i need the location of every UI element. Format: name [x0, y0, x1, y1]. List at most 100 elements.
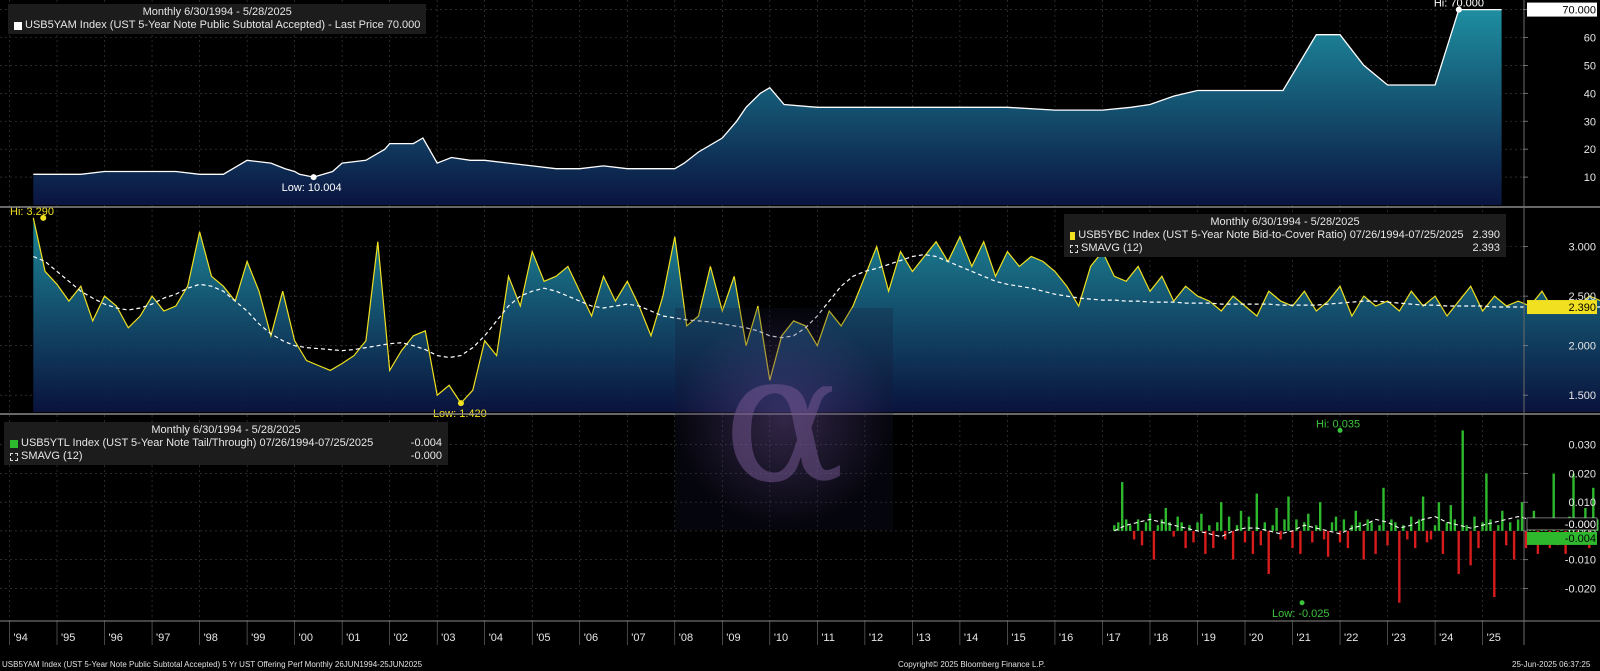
- bar: [1235, 525, 1239, 531]
- bar: [1160, 519, 1163, 531]
- bar: [1366, 519, 1369, 531]
- x-tick-label: '06: [584, 632, 598, 644]
- x-tick-label: '96: [109, 632, 123, 644]
- top-legend-series: USB5YAM Index (UST 5-Year Note Public Su…: [25, 19, 421, 31]
- bar: [1129, 525, 1132, 531]
- bar: [1251, 530, 1255, 554]
- bar: [1239, 510, 1243, 531]
- bar: [1441, 530, 1445, 554]
- bar: [1140, 530, 1144, 546]
- x-tick-label: '16: [1059, 632, 1073, 644]
- bar: [1291, 530, 1294, 549]
- hi-point: [40, 214, 47, 221]
- green-swatch-icon: [10, 439, 18, 448]
- y-tick-label: 30: [1584, 116, 1596, 128]
- bar: [1283, 519, 1286, 531]
- bar: [1358, 522, 1361, 531]
- bar: [1152, 530, 1156, 560]
- middle-legend: Monthly 6/30/1994 - 5/28/2025 USB5YBC In…: [1064, 214, 1506, 257]
- sma-value-tag: [1526, 517, 1598, 531]
- x-tick-label: '17: [1106, 632, 1120, 644]
- bar: [1279, 530, 1282, 540]
- bar: [1267, 530, 1270, 574]
- bottom-legend-header: Monthly 6/30/1994 - 5/28/2025: [151, 424, 301, 436]
- x-tick-label: '12: [869, 632, 883, 644]
- x-tick-label: '02: [394, 632, 408, 644]
- bar: [1445, 522, 1448, 531]
- last-value-tag: [1527, 300, 1597, 315]
- low-label: Low: -0.025: [1272, 608, 1329, 620]
- bar: [1382, 487, 1385, 531]
- bar: [1188, 525, 1191, 531]
- bar: [1156, 525, 1160, 531]
- bar: [1212, 530, 1215, 549]
- bar: [1512, 530, 1516, 560]
- y-tick-label: 50: [1584, 60, 1596, 72]
- bar: [1334, 516, 1338, 531]
- alpha-logo-icon: α: [675, 308, 893, 530]
- hi-label: Hi: 70.000: [1434, 0, 1484, 10]
- x-tick-label: '15: [1011, 632, 1025, 644]
- bar: [1319, 502, 1322, 531]
- y-tick-label: 20: [1584, 144, 1596, 156]
- x-tick-label: '19: [1201, 632, 1215, 644]
- bar: [1121, 482, 1124, 531]
- last-value-label: 2.390: [1568, 302, 1596, 314]
- bar: [1192, 530, 1195, 543]
- x-tick-label: '97: [156, 632, 170, 644]
- bar: [1505, 530, 1508, 546]
- bar: [1461, 430, 1464, 531]
- hi-label: Hi: 0.035: [1316, 418, 1360, 430]
- bar: [1231, 530, 1235, 560]
- bar: [1362, 530, 1365, 560]
- bar: [1489, 519, 1492, 531]
- last-value-tag: [1527, 2, 1597, 17]
- bar: [1184, 530, 1187, 549]
- bar: [1326, 530, 1330, 557]
- bar: [1255, 493, 1258, 531]
- bottom-legend: Monthly 6/30/1994 - 5/28/2025 USB5YTL In…: [4, 422, 448, 465]
- bar: [1477, 530, 1480, 549]
- sma-line: [33, 253, 1600, 359]
- dashed-swatch-icon: [10, 452, 18, 461]
- x-tick-label: '05: [536, 632, 550, 644]
- bar: [1311, 530, 1314, 543]
- bar: [1469, 530, 1472, 566]
- x-tick-label: '20: [1249, 632, 1263, 644]
- y-tick-label: 1.500: [1568, 390, 1596, 402]
- bar: [1592, 487, 1595, 531]
- bar: [1457, 530, 1460, 574]
- y-tick-label: 0.030: [1568, 440, 1596, 452]
- y-tick-label: 10: [1584, 172, 1596, 184]
- bar: [1196, 522, 1199, 531]
- bar: [1144, 522, 1148, 531]
- bar: [1410, 516, 1413, 531]
- bar: [1299, 530, 1302, 554]
- bar: [1414, 530, 1417, 549]
- bar: [1295, 519, 1298, 531]
- bottom-legend-sma: SMAVG (12): [21, 450, 83, 462]
- bar: [1164, 507, 1167, 531]
- bar: [1200, 513, 1203, 531]
- footer-center: Copyright© 2025 Bloomberg Finance L.P.: [898, 660, 1046, 669]
- middle-legend-header: Monthly 6/30/1994 - 5/28/2025: [1210, 216, 1360, 228]
- bar: [1227, 516, 1231, 531]
- y-tick-label: 3.000: [1568, 242, 1596, 254]
- bar: [1117, 522, 1120, 531]
- bar: [1421, 496, 1425, 531]
- x-tick-label: '13: [916, 632, 930, 644]
- bottom-panel: Hi: 0.035 Low: -0.025: [1113, 418, 1599, 620]
- y-tick-label: 0.020: [1568, 468, 1596, 480]
- x-tick-label: '00: [299, 632, 313, 644]
- bar: [1287, 496, 1290, 531]
- middle-legend-series-value: 2.390: [1472, 229, 1500, 241]
- yellow-swatch-icon: [1070, 231, 1076, 240]
- x-tick-label: '98: [204, 632, 218, 644]
- x-tick-label: '22: [1344, 632, 1358, 644]
- bar: [1125, 519, 1128, 531]
- x-tick-label: '99: [251, 632, 265, 644]
- bar: [1493, 530, 1496, 597]
- x-tick-label: '01: [346, 632, 360, 644]
- x-tick-label: '14: [964, 632, 978, 644]
- middle-legend-sma-value: 2.393: [1472, 242, 1500, 254]
